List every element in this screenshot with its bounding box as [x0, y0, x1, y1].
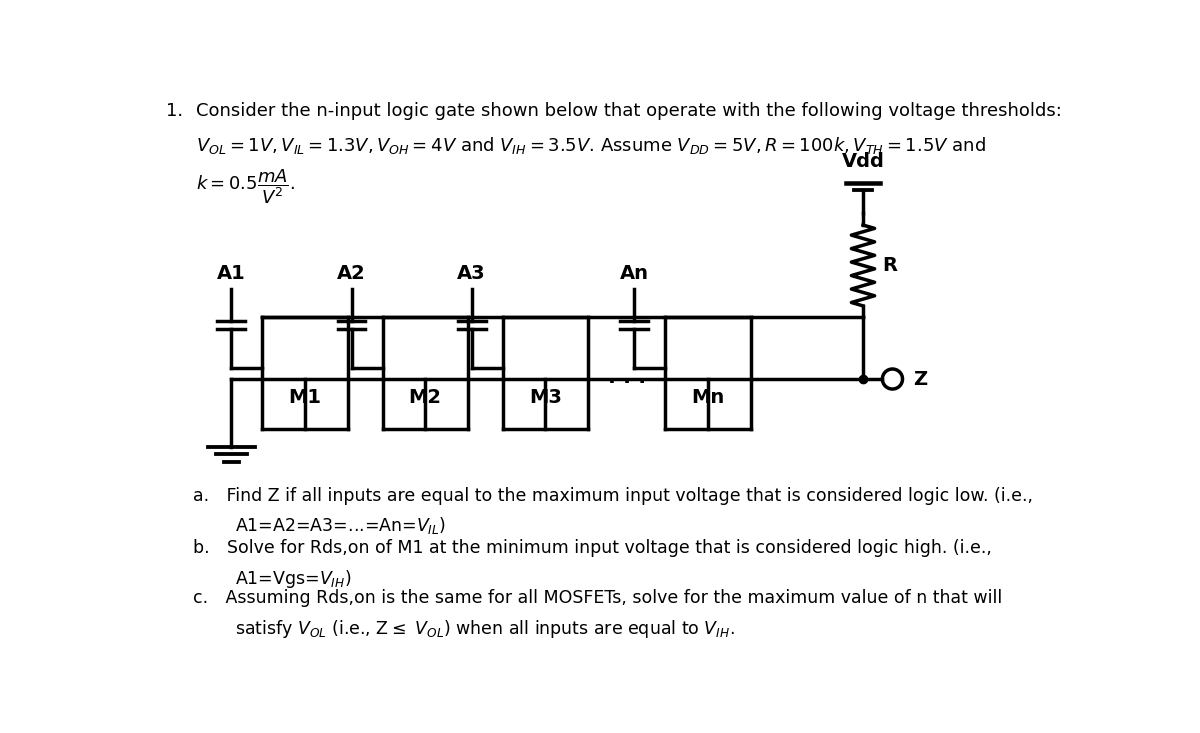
Text: M1: M1	[288, 388, 322, 408]
Text: An: An	[620, 264, 649, 283]
Text: A2: A2	[337, 264, 366, 283]
Text: a. Find Z if all inputs are equal to the maximum input voltage that is considere: a. Find Z if all inputs are equal to the…	[193, 487, 1033, 505]
Text: b. Solve for Rds,on of M1 at the minimum input voltage that is considered logic : b. Solve for Rds,on of M1 at the minimum…	[193, 539, 991, 557]
Text: c. Assuming Rds,on is the same for all MOSFETs, solve for the maximum value of n: c. Assuming Rds,on is the same for all M…	[193, 589, 1002, 607]
Text: M2: M2	[409, 388, 442, 408]
Text: $k = 0.5\dfrac{mA}{V^2}$.: $k = 0.5\dfrac{mA}{V^2}$.	[197, 167, 295, 206]
Text: A1=A2=A3=...=An=$V_{IL}$): A1=A2=A3=...=An=$V_{IL}$)	[235, 515, 446, 537]
Text: . . .: . . .	[607, 367, 646, 388]
Text: Mn: Mn	[691, 388, 725, 408]
Text: satisfy $V_{OL}$ (i.e., Z$\leq$ $V_{OL}$) when all inputs are equal to $V_{IH}$.: satisfy $V_{OL}$ (i.e., Z$\leq$ $V_{OL}$…	[235, 618, 734, 640]
Text: $V_{OL} = 1V, V_{IL} = 1.3V, V_{OH} = 4V$ and $V_{IH} = 3.5V$. Assume $V_{DD} = : $V_{OL} = 1V, V_{IL} = 1.3V, V_{OH} = 4V…	[197, 135, 986, 156]
Text: M3: M3	[529, 388, 562, 408]
Text: R: R	[882, 256, 898, 275]
Text: Vdd: Vdd	[841, 152, 884, 171]
Text: A1=Vgs=$V_{IH}$): A1=Vgs=$V_{IH}$)	[235, 567, 352, 589]
Text: 1.: 1.	[166, 102, 182, 119]
Text: A1: A1	[217, 264, 246, 283]
Text: Consider the n-input logic gate shown below that operate with the following volt: Consider the n-input logic gate shown be…	[197, 102, 1062, 119]
Text: Z: Z	[913, 369, 928, 388]
Text: A3: A3	[457, 264, 486, 283]
